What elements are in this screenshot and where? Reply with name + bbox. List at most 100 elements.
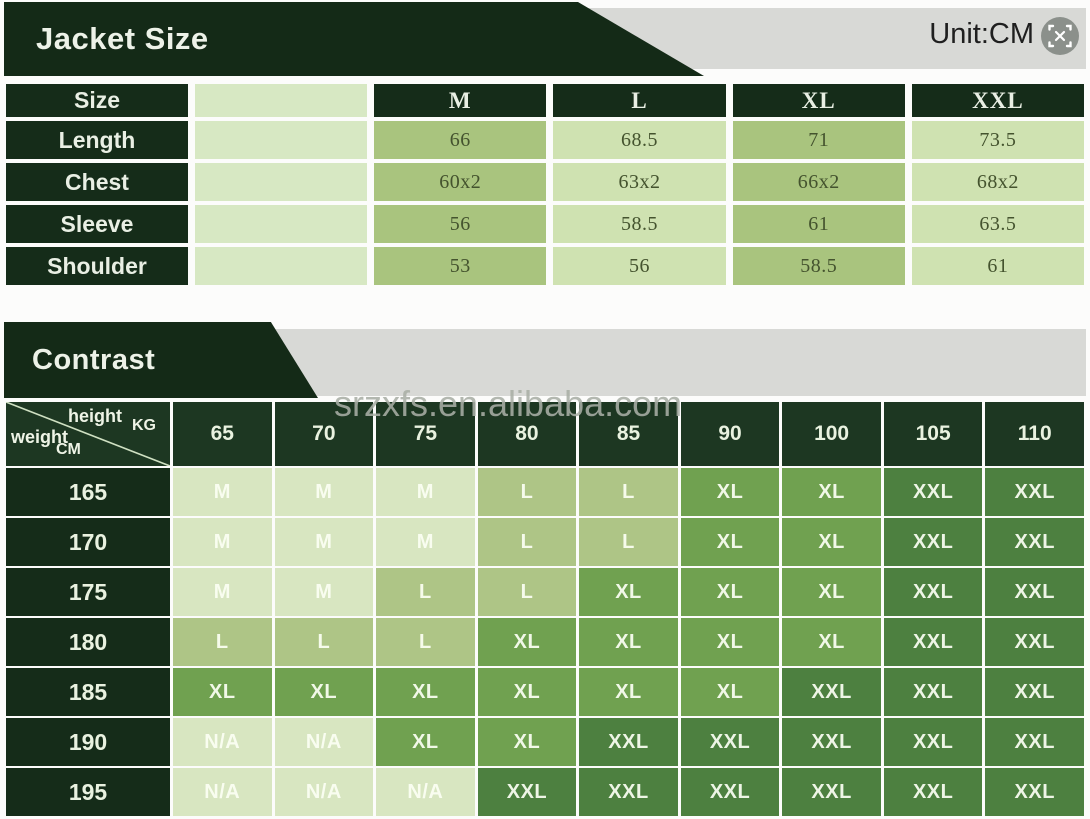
weight-axis-unit: CM xyxy=(56,441,81,458)
jacket-size-table: Size M L XL XXL Length 66 68.5 71 73.5 Chest 60x2 63… xyxy=(6,84,1084,285)
recommended-size-cell: L xyxy=(376,568,475,616)
height-column-header: 65 xyxy=(173,402,272,466)
recommended-size-cell: XXL xyxy=(477,768,577,816)
height-column-header: 100 xyxy=(782,402,881,466)
size-column-header: XXL xyxy=(911,84,1084,117)
recommended-size-cell: L xyxy=(579,518,678,566)
recommended-size-cell: XL xyxy=(782,568,881,616)
height-axis-unit: KG xyxy=(132,417,156,434)
recommended-size-cell: N/A xyxy=(173,768,272,816)
recommended-size-cell: M xyxy=(274,468,374,516)
recommended-size-cell: XL xyxy=(376,718,475,766)
recommended-size-cell: XL xyxy=(477,668,577,716)
recommended-size-cell: N/A xyxy=(376,768,475,816)
recommended-size-cell: XL xyxy=(477,618,577,666)
contrast-table: height KG weight CM 65 70 75 80 85 90 100 105 11… xyxy=(6,402,1084,816)
size-column-header: M xyxy=(374,84,547,117)
recommended-size-cell: XXL xyxy=(883,768,983,816)
recommended-size-cell: XXL xyxy=(985,718,1084,766)
height-column-header: 105 xyxy=(883,402,983,466)
size-value-cell: 61 xyxy=(732,205,905,243)
recommended-size-cell: XXL xyxy=(782,768,881,816)
recommended-size-cell: XXL xyxy=(883,568,983,616)
size-value-cell xyxy=(195,163,368,201)
recommended-size-cell: XXL xyxy=(680,768,780,816)
recommended-size-cell: XXL xyxy=(883,718,983,766)
recommended-size-cell: XXL xyxy=(985,668,1084,716)
recommended-size-cell: XL xyxy=(680,568,780,616)
size-row-label: Shoulder xyxy=(6,247,188,285)
recommended-size-cell: L xyxy=(477,468,577,516)
recommended-size-cell: XL xyxy=(680,468,780,516)
size-value-cell: 58.5 xyxy=(732,247,905,285)
recommended-size-cell: M xyxy=(173,518,272,566)
jacket-size-banner: Jacket Size xyxy=(4,2,704,76)
recommended-size-cell: L xyxy=(274,618,374,666)
recommended-size-cell: XXL xyxy=(680,718,780,766)
recommended-size-cell: XXL xyxy=(985,618,1084,666)
height-column-header: 110 xyxy=(985,402,1084,466)
size-column-header xyxy=(195,84,368,117)
height-column-header: 75 xyxy=(376,402,475,466)
recommended-size-cell: XL xyxy=(579,618,678,666)
recommended-size-cell: XXL xyxy=(579,718,678,766)
recommended-size-cell: XXL xyxy=(985,568,1084,616)
recommended-size-cell: L xyxy=(173,618,272,666)
unit-label: Unit:CM xyxy=(929,18,1034,50)
recommended-size-cell: XXL xyxy=(883,518,983,566)
weight-row-label: 175 xyxy=(6,568,170,616)
recommended-size-cell: N/A xyxy=(173,718,272,766)
diagonal-divider-line xyxy=(6,402,170,466)
recommended-size-cell: XXL xyxy=(883,668,983,716)
size-value-cell: 61 xyxy=(911,247,1084,285)
size-value-cell: 63.5 xyxy=(911,205,1084,243)
recommended-size-cell: XXL xyxy=(579,768,678,816)
size-value-cell: 66 xyxy=(374,121,547,159)
recommended-size-cell: M xyxy=(274,568,374,616)
axis-corner-cell: height KG weight CM xyxy=(6,402,170,466)
weight-axis-label: weight xyxy=(11,427,68,447)
size-value-cell: 58.5 xyxy=(553,205,726,243)
size-value-cell xyxy=(195,247,368,285)
recommended-size-cell: M xyxy=(173,568,272,616)
size-value-cell xyxy=(195,205,368,243)
height-column-header: 70 xyxy=(274,402,374,466)
size-value-cell: 60x2 xyxy=(374,163,547,201)
weight-row-label: 180 xyxy=(6,618,170,666)
size-value-cell: 63x2 xyxy=(553,163,726,201)
recommended-size-cell: XL xyxy=(782,518,881,566)
recommended-size-cell: XXL xyxy=(782,718,881,766)
recommended-size-cell: XXL xyxy=(985,518,1084,566)
size-value-cell: 68.5 xyxy=(553,121,726,159)
weight-row-label: 195 xyxy=(6,768,170,816)
size-value-cell: 73.5 xyxy=(911,121,1084,159)
recommended-size-cell: XL xyxy=(173,668,272,716)
search-by-image-icon xyxy=(1040,17,1080,59)
size-row-label: Sleeve xyxy=(6,205,188,243)
height-column-header: 80 xyxy=(477,402,577,466)
recommended-size-cell: XL xyxy=(680,518,780,566)
recommended-size-cell: XL xyxy=(579,668,678,716)
recommended-size-cell: XXL xyxy=(985,768,1084,816)
size-value-cell: 66x2 xyxy=(732,163,905,201)
recommended-size-cell: XL xyxy=(782,468,881,516)
recommended-size-cell: XXL xyxy=(883,468,983,516)
recommended-size-cell: M xyxy=(376,468,475,516)
size-row-label: Chest xyxy=(6,163,188,201)
height-column-header: 85 xyxy=(579,402,678,466)
search-by-image-button[interactable] xyxy=(1040,16,1080,56)
size-table-corner-header: Size xyxy=(6,84,188,117)
size-column-header: XL xyxy=(732,84,905,117)
recommended-size-cell: M xyxy=(173,468,272,516)
size-value-cell: 68x2 xyxy=(911,163,1084,201)
recommended-size-cell: L xyxy=(579,468,678,516)
weight-row-label: 185 xyxy=(6,668,170,716)
recommended-size-cell: XXL xyxy=(985,468,1084,516)
size-value-cell xyxy=(195,121,368,159)
size-row-label: Length xyxy=(6,121,188,159)
size-value-cell: 71 xyxy=(732,121,905,159)
recommended-size-cell: L xyxy=(477,568,577,616)
height-column-header: 90 xyxy=(680,402,780,466)
size-value-cell: 53 xyxy=(374,247,547,285)
size-column-header: L xyxy=(553,84,726,117)
